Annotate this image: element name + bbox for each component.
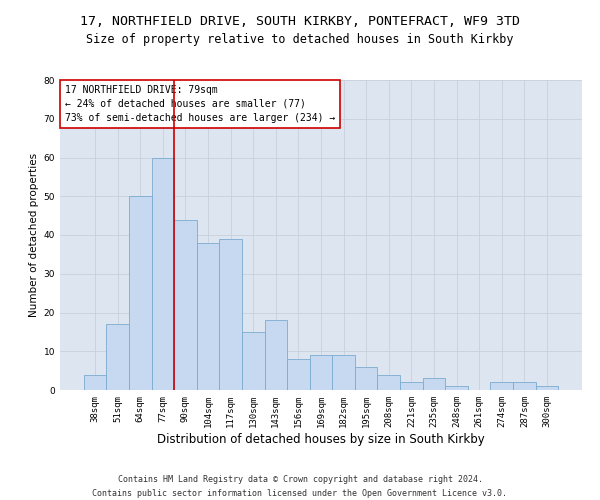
Bar	[377, 374, 400, 390]
Bar	[106, 324, 129, 390]
Y-axis label: Number of detached properties: Number of detached properties	[29, 153, 40, 317]
Bar	[445, 386, 468, 390]
Text: 17, NORTHFIELD DRIVE, SOUTH KIRKBY, PONTEFRACT, WF9 3TD: 17, NORTHFIELD DRIVE, SOUTH KIRKBY, PONT…	[80, 15, 520, 28]
Bar	[287, 359, 310, 390]
Bar	[152, 158, 174, 390]
Bar	[490, 382, 513, 390]
Bar	[355, 367, 377, 390]
Bar	[129, 196, 152, 390]
Bar	[422, 378, 445, 390]
Bar	[310, 355, 332, 390]
Bar	[174, 220, 197, 390]
Bar	[332, 355, 355, 390]
Bar	[265, 320, 287, 390]
Bar	[242, 332, 265, 390]
Text: Contains HM Land Registry data © Crown copyright and database right 2024.
Contai: Contains HM Land Registry data © Crown c…	[92, 476, 508, 498]
Bar	[536, 386, 558, 390]
Bar	[197, 243, 220, 390]
Bar	[400, 382, 422, 390]
Bar	[513, 382, 536, 390]
X-axis label: Distribution of detached houses by size in South Kirkby: Distribution of detached houses by size …	[157, 432, 485, 446]
Bar	[220, 239, 242, 390]
Text: Size of property relative to detached houses in South Kirkby: Size of property relative to detached ho…	[86, 32, 514, 46]
Bar	[84, 374, 106, 390]
Text: 17 NORTHFIELD DRIVE: 79sqm
← 24% of detached houses are smaller (77)
73% of semi: 17 NORTHFIELD DRIVE: 79sqm ← 24% of deta…	[65, 84, 335, 122]
